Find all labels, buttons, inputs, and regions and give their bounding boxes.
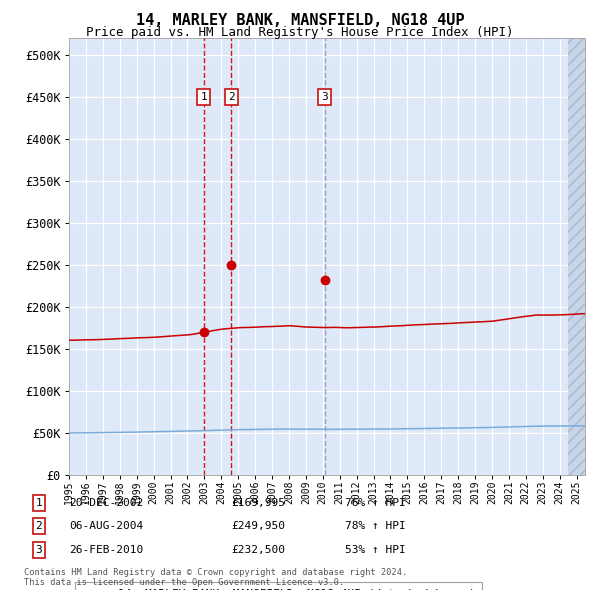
Point bbox=[226, 260, 236, 270]
Text: 53% ↑ HPI: 53% ↑ HPI bbox=[345, 545, 406, 555]
Text: 3: 3 bbox=[322, 92, 328, 102]
Text: 14, MARLEY BANK, MANSFIELD, NG18 4UP: 14, MARLEY BANK, MANSFIELD, NG18 4UP bbox=[136, 13, 464, 28]
Text: 2: 2 bbox=[35, 522, 43, 531]
Text: 1: 1 bbox=[200, 92, 207, 102]
Text: 20-DEC-2002: 20-DEC-2002 bbox=[69, 498, 143, 507]
Text: 2: 2 bbox=[228, 92, 235, 102]
Legend: 14, MARLEY BANK, MANSFIELD, NG18 4UP (detached house), HPI: Average price, detac: 14, MARLEY BANK, MANSFIELD, NG18 4UP (de… bbox=[74, 582, 482, 590]
Text: Contains HM Land Registry data © Crown copyright and database right 2024.
This d: Contains HM Land Registry data © Crown c… bbox=[24, 568, 407, 587]
Text: £249,950: £249,950 bbox=[231, 522, 285, 531]
Text: 76% ↑ HPI: 76% ↑ HPI bbox=[345, 498, 406, 507]
Text: 06-AUG-2004: 06-AUG-2004 bbox=[69, 522, 143, 531]
Text: 26-FEB-2010: 26-FEB-2010 bbox=[69, 545, 143, 555]
Text: 3: 3 bbox=[35, 545, 43, 555]
Bar bbox=[568, 38, 593, 475]
Text: £169,995: £169,995 bbox=[231, 498, 285, 507]
Text: Price paid vs. HM Land Registry's House Price Index (HPI): Price paid vs. HM Land Registry's House … bbox=[86, 26, 514, 39]
Point bbox=[199, 327, 209, 337]
Point bbox=[320, 275, 329, 284]
Text: £232,500: £232,500 bbox=[231, 545, 285, 555]
Text: 1: 1 bbox=[35, 498, 43, 507]
Text: 78% ↑ HPI: 78% ↑ HPI bbox=[345, 522, 406, 531]
